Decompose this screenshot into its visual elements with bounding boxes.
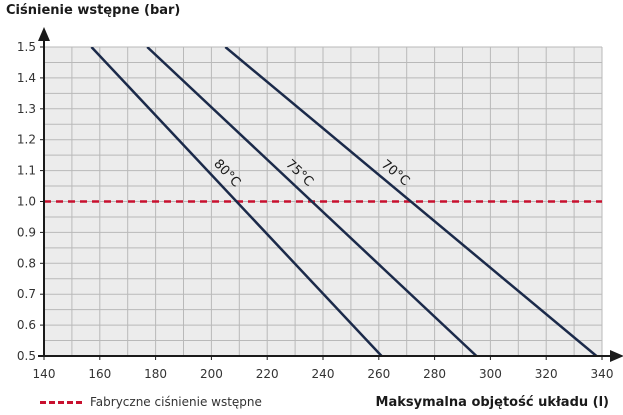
series-group <box>90 47 598 356</box>
x-tick-label: 280 <box>423 367 446 381</box>
legend: Fabryczne ciśnienie wstępne <box>40 395 262 409</box>
x-tick-label: 300 <box>479 367 502 381</box>
y-tick-label: 1.4 <box>17 71 36 85</box>
y-tick-label: 0.5 <box>17 349 36 363</box>
series-line-2 <box>224 47 598 356</box>
x-tick-label: 200 <box>200 367 223 381</box>
y-axis-arrow-icon <box>38 27 50 41</box>
x-tick-label: 320 <box>535 367 558 381</box>
y-tick-label: 1.0 <box>17 195 36 209</box>
axes <box>38 27 623 362</box>
x-tick-label: 180 <box>144 367 167 381</box>
x-tick-label: 220 <box>256 367 279 381</box>
x-tick-label: 340 <box>591 367 614 381</box>
y-tick-label: 0.8 <box>17 256 36 270</box>
x-tick-label: 260 <box>367 367 390 381</box>
y-tick-label: 0.7 <box>17 287 36 301</box>
legend-swatch-dashed <box>40 400 82 404</box>
x-tick-label: 240 <box>312 367 335 381</box>
tick-labels: 140 160 180 200 220 240 260 280 300 320 340 0.5 0.6 0… <box>17 40 614 381</box>
x-axis-label: Maksymalna objętość układu (l) <box>375 395 609 410</box>
y-axis-label: Ciśnienie wstępne (bar) <box>6 3 181 18</box>
y-tick-label: 1.2 <box>17 133 36 147</box>
legend-label: Fabryczne ciśnienie wstępne <box>90 395 262 409</box>
series-line-1 <box>146 47 478 356</box>
x-tick-label: 140 <box>33 367 56 381</box>
series-line-0 <box>90 47 383 356</box>
y-tick-label: 0.9 <box>17 225 36 239</box>
y-tick-label: 1.1 <box>17 164 36 178</box>
y-tick-label: 1.3 <box>17 102 36 116</box>
y-tick-label: 0.6 <box>17 318 36 332</box>
x-tick-label: 160 <box>88 367 111 381</box>
y-tick-label: 1.5 <box>17 40 36 54</box>
x-axis-arrow-icon <box>610 350 623 362</box>
